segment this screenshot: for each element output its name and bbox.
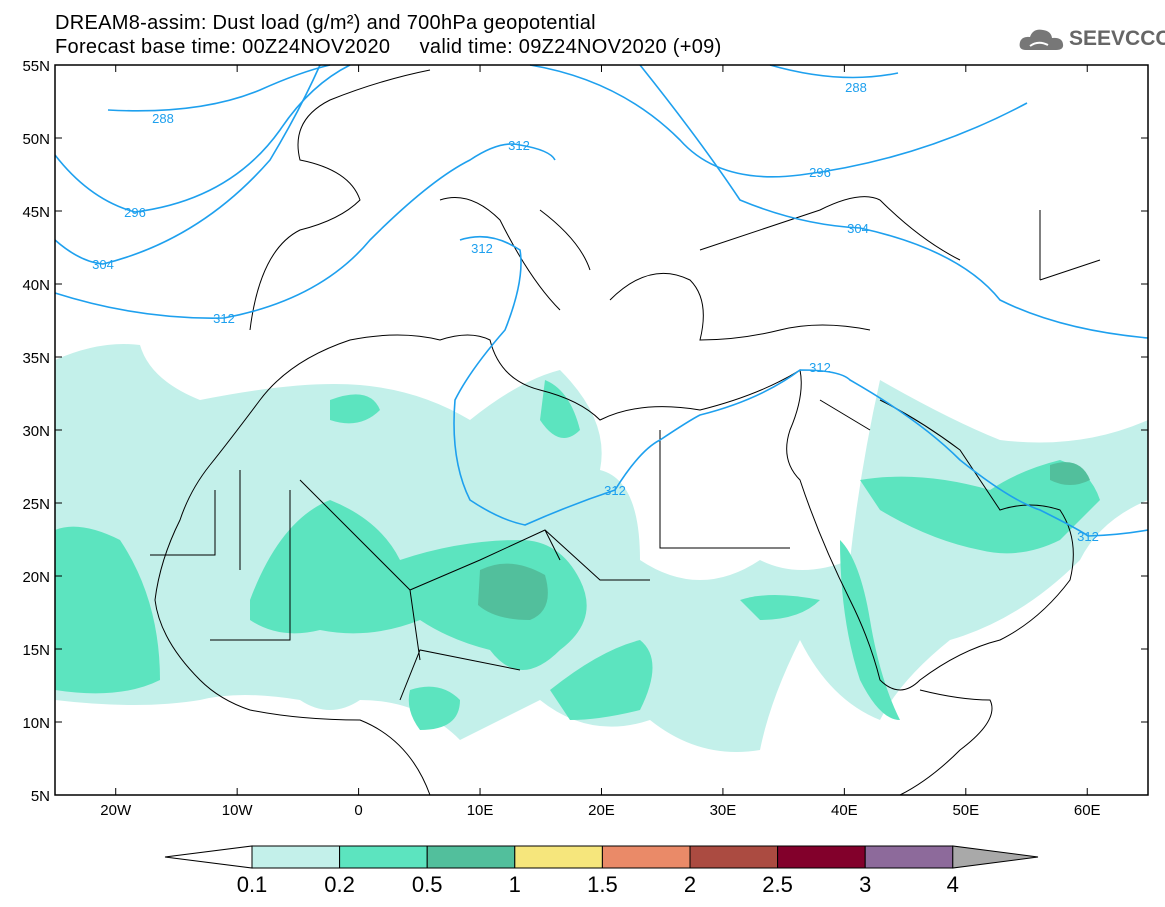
colorbar-over-arrow xyxy=(952,845,1039,869)
lat-label: 55N xyxy=(22,58,50,75)
colorbar-tick-label: 3 xyxy=(859,872,871,897)
colorbar-segment xyxy=(864,845,954,869)
contour-label: 312 xyxy=(1077,529,1099,544)
contour-label: 296 xyxy=(124,205,146,220)
colorbar-segment xyxy=(777,845,866,869)
geopotential-contours xyxy=(54,64,1149,537)
longitude-labels: 20W 10W 0 10E 20E 30E 40E 50E 60E xyxy=(100,65,1101,819)
lon-label: 60E xyxy=(1074,802,1101,819)
colorbar-segment xyxy=(689,845,779,869)
dust-fill-high xyxy=(478,462,1090,620)
colorbar-tick-label: 1.5 xyxy=(587,872,618,897)
lon-label: 50E xyxy=(952,802,979,819)
contour-label: 304 xyxy=(92,257,114,272)
colorbar-tick-label: 0.1 xyxy=(237,872,268,897)
lat-label: 40N xyxy=(22,277,50,294)
colorbar-tick-label: 2.5 xyxy=(762,872,793,897)
lat-label: 20N xyxy=(22,569,50,586)
colorbar-tick-label: 2 xyxy=(684,872,696,897)
lon-label: 40E xyxy=(831,802,858,819)
colorbar-segment xyxy=(426,845,516,869)
contour-label: 312 xyxy=(508,138,530,153)
lat-label: 30N xyxy=(22,423,50,440)
lon-label: 20W xyxy=(100,802,132,819)
colorbar: 0.1 0.2 0.5 1 1.5 2 2.5 3 4 xyxy=(164,845,1039,897)
lat-label: 50N xyxy=(22,131,50,148)
cloud-icon xyxy=(1019,29,1064,50)
colorbar-segment xyxy=(251,845,341,869)
contour-labels: 288 288 296 296 304 304 312 312 312 312 … xyxy=(92,80,1099,544)
colorbar-segment xyxy=(514,845,603,869)
lat-label: 5N xyxy=(31,788,50,805)
seevccc-logo: SEEVCCC xyxy=(1018,26,1165,52)
dust-fill-mid xyxy=(55,380,1100,730)
contour-label: 304 xyxy=(847,221,869,236)
contour-label: 288 xyxy=(845,80,867,95)
contour-label: 312 xyxy=(809,360,831,375)
contour-label: 296 xyxy=(809,165,831,180)
lon-label: 20E xyxy=(588,802,615,819)
colorbar-segment xyxy=(601,845,691,869)
lat-label: 15N xyxy=(22,642,50,659)
lat-label: 10N xyxy=(22,715,50,732)
colorbar-segment xyxy=(339,845,428,869)
colorbar-tick-label: 1 xyxy=(509,872,521,897)
map-subtitle: Forecast base time: 00Z24NOV2020 valid t… xyxy=(55,36,722,58)
lat-label: 45N xyxy=(22,204,50,221)
lat-label: 25N xyxy=(22,496,50,513)
lon-label: 10E xyxy=(467,802,494,819)
logo-text: SEEVCCC xyxy=(1069,27,1165,50)
lat-label: 35N xyxy=(22,350,50,367)
colorbar-tick-label: 0.2 xyxy=(324,872,355,897)
lon-label: 30E xyxy=(710,802,737,819)
coastlines xyxy=(150,69,1101,796)
map-title: DREAM8-assim: Dust load (g/m²) and 700hP… xyxy=(55,12,596,34)
contour-label: 312 xyxy=(604,483,626,498)
lon-label: 10W xyxy=(222,802,254,819)
contour-label: 312 xyxy=(213,311,235,326)
lon-label: 0 xyxy=(354,802,362,819)
colorbar-tick-label: 4 xyxy=(947,872,959,897)
latitude-labels: 55N 50N 45N 40N 35N 30N 25N 20N 15N 10N 5N xyxy=(22,58,1148,805)
contour-label: 312 xyxy=(471,241,493,256)
colorbar-tick-label: 0.5 xyxy=(412,872,443,897)
colorbar-under-arrow xyxy=(164,845,253,869)
contour-label: 288 xyxy=(152,111,174,126)
